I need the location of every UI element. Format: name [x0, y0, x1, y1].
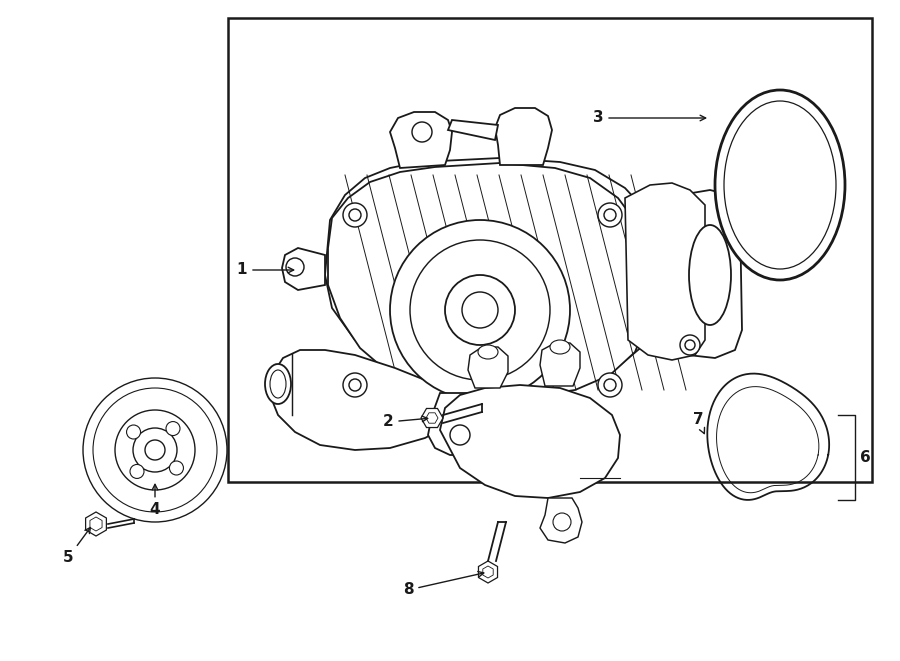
- Ellipse shape: [689, 225, 731, 325]
- Circle shape: [680, 335, 700, 355]
- Polygon shape: [482, 566, 493, 578]
- Polygon shape: [495, 108, 552, 165]
- Polygon shape: [428, 393, 494, 455]
- Polygon shape: [90, 517, 102, 531]
- Text: 6: 6: [860, 451, 870, 465]
- Polygon shape: [421, 408, 443, 428]
- Polygon shape: [448, 120, 498, 140]
- Text: 3: 3: [593, 110, 706, 126]
- Circle shape: [412, 122, 432, 142]
- Bar: [228, 18, 872, 482]
- Circle shape: [685, 340, 695, 350]
- Polygon shape: [440, 385, 620, 498]
- Text: 5: 5: [63, 527, 90, 566]
- Circle shape: [115, 410, 195, 490]
- Circle shape: [553, 513, 571, 531]
- Circle shape: [390, 220, 570, 400]
- Polygon shape: [426, 413, 438, 423]
- Circle shape: [133, 428, 177, 472]
- Circle shape: [93, 388, 217, 512]
- Polygon shape: [540, 498, 582, 543]
- Ellipse shape: [724, 101, 836, 269]
- Circle shape: [349, 379, 361, 391]
- Ellipse shape: [715, 90, 845, 280]
- Ellipse shape: [270, 370, 286, 398]
- Text: 8: 8: [402, 572, 484, 598]
- Text: 4: 4: [149, 485, 160, 518]
- Circle shape: [166, 422, 180, 436]
- Circle shape: [445, 275, 515, 345]
- Polygon shape: [625, 183, 705, 360]
- Polygon shape: [270, 350, 455, 450]
- Circle shape: [349, 209, 361, 221]
- Circle shape: [598, 373, 622, 397]
- Ellipse shape: [550, 340, 570, 354]
- Polygon shape: [325, 158, 665, 393]
- Circle shape: [598, 203, 622, 227]
- Text: 2: 2: [382, 414, 428, 430]
- Polygon shape: [540, 343, 580, 386]
- Text: 7: 7: [693, 412, 705, 434]
- Polygon shape: [282, 248, 325, 290]
- Polygon shape: [86, 512, 106, 536]
- Polygon shape: [468, 347, 508, 388]
- Circle shape: [127, 425, 140, 439]
- Circle shape: [343, 373, 367, 397]
- Circle shape: [286, 258, 304, 276]
- Circle shape: [604, 379, 616, 391]
- Polygon shape: [479, 561, 498, 583]
- Circle shape: [462, 292, 498, 328]
- Ellipse shape: [265, 364, 291, 404]
- Ellipse shape: [478, 345, 498, 359]
- Circle shape: [169, 461, 184, 475]
- Polygon shape: [645, 190, 742, 358]
- Circle shape: [343, 203, 367, 227]
- Circle shape: [145, 440, 165, 460]
- Polygon shape: [390, 112, 452, 168]
- Circle shape: [130, 465, 144, 479]
- Polygon shape: [328, 163, 648, 398]
- Circle shape: [410, 240, 550, 380]
- Circle shape: [83, 378, 227, 522]
- Circle shape: [450, 425, 470, 445]
- Text: 1: 1: [237, 262, 293, 278]
- Circle shape: [604, 209, 616, 221]
